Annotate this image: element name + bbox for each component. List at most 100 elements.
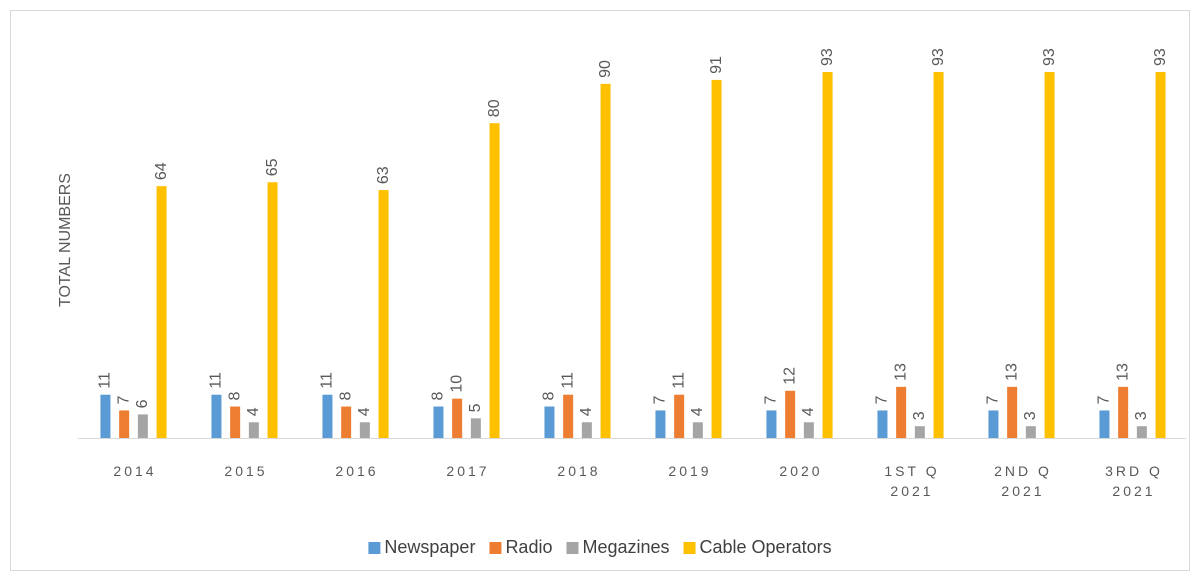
bar bbox=[137, 414, 148, 438]
data-label: 4 bbox=[356, 407, 373, 416]
x-tick-label: 2019 bbox=[668, 463, 712, 479]
y-axis-label: TOTAL NUMBERS bbox=[57, 173, 74, 307]
data-label: 93 bbox=[1152, 48, 1169, 66]
bar bbox=[785, 390, 796, 438]
bar bbox=[211, 394, 222, 438]
data-label: 11 bbox=[208, 372, 225, 389]
data-label: 7 bbox=[985, 395, 1002, 404]
bar bbox=[600, 83, 611, 438]
bar bbox=[489, 123, 500, 438]
data-label: 8 bbox=[430, 392, 447, 401]
data-label: 6 bbox=[134, 399, 151, 408]
data-label: 91 bbox=[708, 56, 725, 74]
bar bbox=[988, 410, 999, 438]
bar bbox=[100, 394, 111, 438]
bar bbox=[1099, 410, 1110, 438]
x-tick-label: 2020 bbox=[779, 463, 823, 479]
legend-label: Megazines bbox=[582, 537, 669, 557]
data-label: 90 bbox=[597, 60, 614, 78]
data-label: 12 bbox=[781, 367, 798, 385]
data-label: 11 bbox=[319, 372, 336, 389]
legend-swatch bbox=[566, 542, 579, 554]
bar bbox=[1044, 72, 1055, 439]
data-label: 7 bbox=[874, 395, 891, 404]
data-label: 80 bbox=[486, 99, 503, 117]
data-label: 8 bbox=[226, 392, 243, 401]
legend-label: Newspaper bbox=[384, 537, 475, 557]
bar bbox=[803, 422, 814, 438]
data-label: 13 bbox=[1003, 363, 1020, 381]
bar bbox=[230, 406, 241, 438]
bar bbox=[433, 406, 444, 438]
bar bbox=[581, 422, 592, 438]
data-label: 11 bbox=[670, 372, 687, 389]
x-tick-label: 2ND Q 2021 bbox=[994, 463, 1052, 499]
bar bbox=[267, 182, 278, 438]
data-label: 13 bbox=[892, 363, 909, 381]
bar bbox=[322, 394, 333, 438]
bar bbox=[896, 386, 907, 438]
bar bbox=[655, 410, 666, 438]
data-label: 3 bbox=[1133, 411, 1150, 420]
bar bbox=[822, 72, 833, 439]
data-label: 4 bbox=[245, 407, 262, 416]
data-label: 8 bbox=[337, 392, 354, 401]
bar bbox=[1118, 386, 1129, 438]
bar bbox=[914, 426, 925, 438]
data-label: 8 bbox=[541, 392, 558, 401]
bar bbox=[378, 190, 389, 438]
data-label: 64 bbox=[153, 162, 170, 180]
bar bbox=[711, 79, 722, 438]
bar bbox=[341, 406, 352, 438]
bar bbox=[470, 418, 481, 438]
data-label: 93 bbox=[930, 48, 947, 66]
data-label: 7 bbox=[1096, 395, 1113, 404]
bar bbox=[877, 410, 888, 438]
x-tick-label: 2018 bbox=[557, 463, 601, 479]
bar bbox=[544, 406, 555, 438]
bar bbox=[933, 72, 944, 439]
data-label: 93 bbox=[1041, 48, 1058, 66]
data-label: 3 bbox=[911, 411, 928, 420]
bar bbox=[1007, 386, 1018, 438]
data-label: 63 bbox=[375, 166, 392, 184]
x-tick-label: 2016 bbox=[335, 463, 379, 479]
legend-label: Radio bbox=[505, 537, 552, 557]
legend-swatch bbox=[489, 542, 502, 554]
data-label: 3 bbox=[1022, 411, 1039, 420]
x-tick-label: 1ST Q 2021 bbox=[884, 463, 940, 499]
bar bbox=[1025, 426, 1036, 438]
data-label: 4 bbox=[800, 407, 817, 416]
data-label: 11 bbox=[559, 372, 576, 389]
bar bbox=[1136, 426, 1147, 438]
data-label: 65 bbox=[264, 158, 281, 176]
data-label: 7 bbox=[652, 395, 669, 404]
bar bbox=[766, 410, 777, 438]
bar bbox=[359, 422, 370, 438]
bar bbox=[692, 422, 703, 438]
legend-swatch bbox=[368, 542, 381, 554]
legend-label: Cable Operators bbox=[700, 537, 832, 557]
legend-swatch bbox=[683, 542, 696, 554]
data-label: 93 bbox=[819, 48, 836, 66]
x-tick-label: 2015 bbox=[224, 463, 268, 479]
bar bbox=[119, 410, 130, 438]
x-tick-label: 2014 bbox=[113, 463, 157, 479]
data-label: 10 bbox=[448, 375, 465, 393]
data-label: 4 bbox=[689, 407, 706, 416]
data-label: 4 bbox=[578, 407, 595, 416]
data-label: 7 bbox=[763, 395, 780, 404]
data-label: 5 bbox=[467, 403, 484, 412]
x-tick-label: 2017 bbox=[446, 463, 490, 479]
data-label: 11 bbox=[97, 372, 114, 389]
bar bbox=[563, 394, 574, 438]
bar bbox=[156, 186, 167, 438]
data-label: 7 bbox=[115, 395, 132, 404]
chart-border bbox=[10, 10, 1190, 571]
bar bbox=[1155, 72, 1166, 439]
bar bbox=[452, 398, 463, 438]
data-label: 13 bbox=[1114, 363, 1131, 381]
x-tick-label: 3RD Q 2021 bbox=[1105, 463, 1163, 499]
